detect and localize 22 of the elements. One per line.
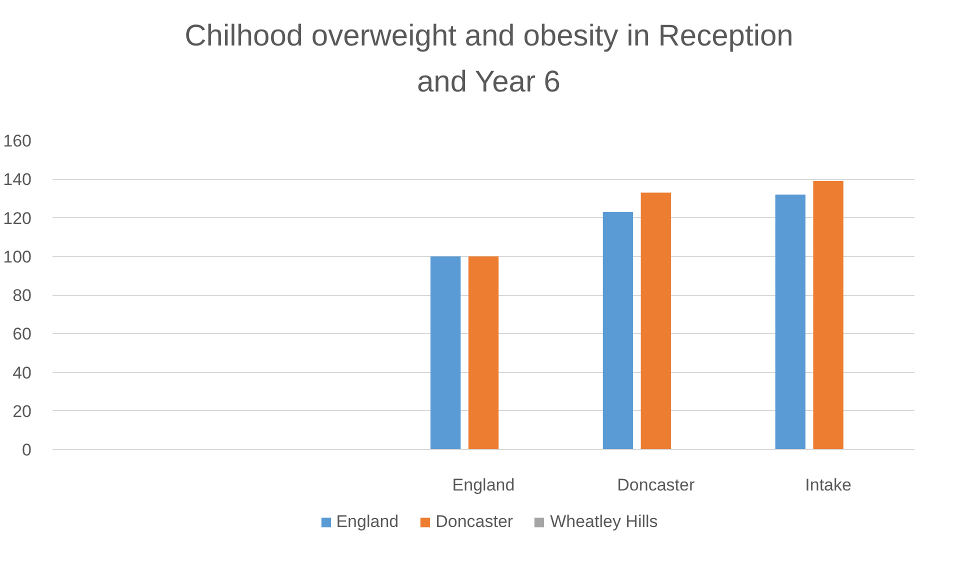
x-tick-label: Doncaster (617, 476, 695, 494)
y-tick-label: 40 (12, 363, 32, 382)
legend-label: England (336, 512, 399, 532)
bar (468, 256, 499, 450)
x-tick-label: Intake (805, 476, 852, 494)
y-tick-label: 80 (12, 286, 32, 305)
y-tick-label: 100 (3, 247, 32, 266)
y-tick-label: 140 (3, 170, 32, 190)
y-tick-label: 0 (22, 440, 32, 460)
bar (775, 194, 806, 450)
y-tick-label: 60 (12, 324, 32, 344)
bar (813, 181, 844, 450)
x-tick-label: England (452, 476, 515, 494)
y-tick-label: 160 (3, 132, 32, 150)
bar (430, 256, 461, 450)
chart-title: Chilhood overweight and obesity in Reception and Year 6 (184, 19, 794, 98)
bar (602, 212, 634, 450)
legend-label: Wheatley Hills (550, 512, 658, 532)
y-tick-label: 20 (12, 402, 32, 421)
legend-label: Doncaster (436, 512, 514, 532)
y-tick-label: 120 (3, 208, 32, 228)
bar (640, 192, 671, 450)
